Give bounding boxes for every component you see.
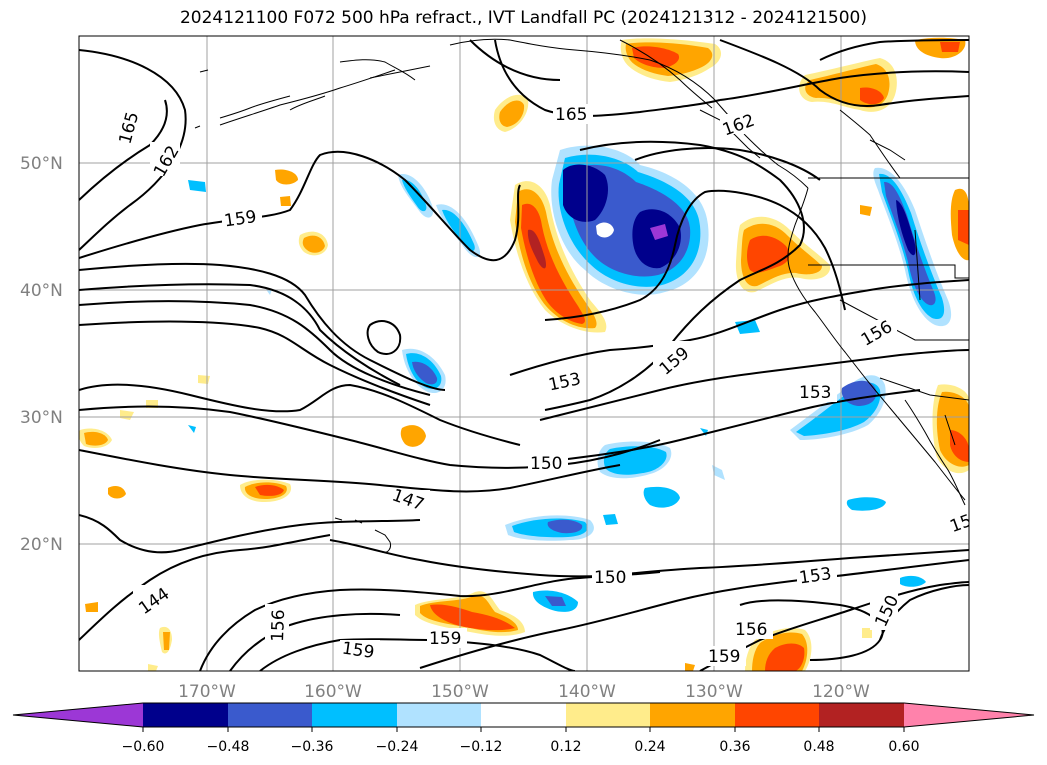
lat-label: 30°N (20, 408, 63, 428)
colorbar-tick-label: −0.60 (122, 739, 165, 755)
contour-label: 159 (708, 647, 740, 667)
lon-label: 160°W (304, 682, 362, 702)
colorbar-tick-label: 0.24 (634, 739, 665, 755)
lon-label: 130°W (685, 682, 743, 702)
colorbar-segment (566, 703, 650, 727)
colorbar-segment (312, 703, 397, 727)
colorbar-segment (735, 703, 819, 727)
colorbar-tick-label: 0.12 (550, 739, 581, 755)
map-title: 2024121100 F072 500 hPa refract., IVT La… (179, 8, 867, 28)
colorbar-min-extension (13, 703, 143, 727)
colorbar-tick-label: −0.36 (291, 739, 334, 755)
latitude-labels: 50°N 40°N 30°N 20°N (20, 154, 63, 555)
contour-label: 156 (268, 609, 289, 642)
contour-label: 156 (735, 620, 767, 640)
colorbar-tick-label: −0.24 (376, 739, 419, 755)
colorbar-tick-label: −0.48 (207, 739, 250, 755)
colorbar-tick-label: 0.60 (888, 739, 919, 755)
contour-label: 159 (341, 639, 376, 663)
lon-label: 170°W (178, 682, 236, 702)
lat-label: 50°N (20, 154, 63, 174)
contour-label: 159 (429, 629, 461, 649)
colorbar-max-extension (904, 703, 1034, 727)
colorbar-segment (228, 703, 312, 727)
contour-label: 165 (555, 105, 587, 125)
colorbar-segment (143, 703, 228, 727)
contour-label: 15 (947, 511, 974, 537)
height-contours (79, 39, 969, 671)
contour-label: 153 (798, 564, 833, 588)
colorbar-segment (481, 703, 566, 727)
colorbar-segment (650, 703, 735, 727)
contour-label: 159 (223, 207, 258, 231)
lon-label: 120°W (812, 682, 870, 702)
contour-label: 150 (594, 568, 626, 588)
coastlines (194, 38, 969, 553)
colorbar-segment (819, 703, 904, 727)
colorbar: −0.60 −0.48 −0.36 −0.24 −0.12 0.12 0.24 … (12, 702, 1035, 755)
map-frame (78, 35, 970, 672)
contour-label: 153 (799, 383, 831, 403)
lon-label: 150°W (431, 682, 489, 702)
colorbar-segment (397, 703, 481, 727)
colorbar-tick-label: 0.48 (803, 739, 834, 755)
longitude-labels: 170°W 160°W 150°W 140°W 130°W 120°W (178, 682, 870, 702)
lat-label: 20°N (20, 535, 63, 555)
colorbar-tick-label: −0.12 (460, 739, 503, 755)
lat-label: 40°N (20, 281, 63, 301)
contour-label: 150 (530, 454, 562, 474)
lon-label: 140°W (558, 682, 616, 702)
colorbar-tick-label: 0.36 (719, 739, 750, 755)
